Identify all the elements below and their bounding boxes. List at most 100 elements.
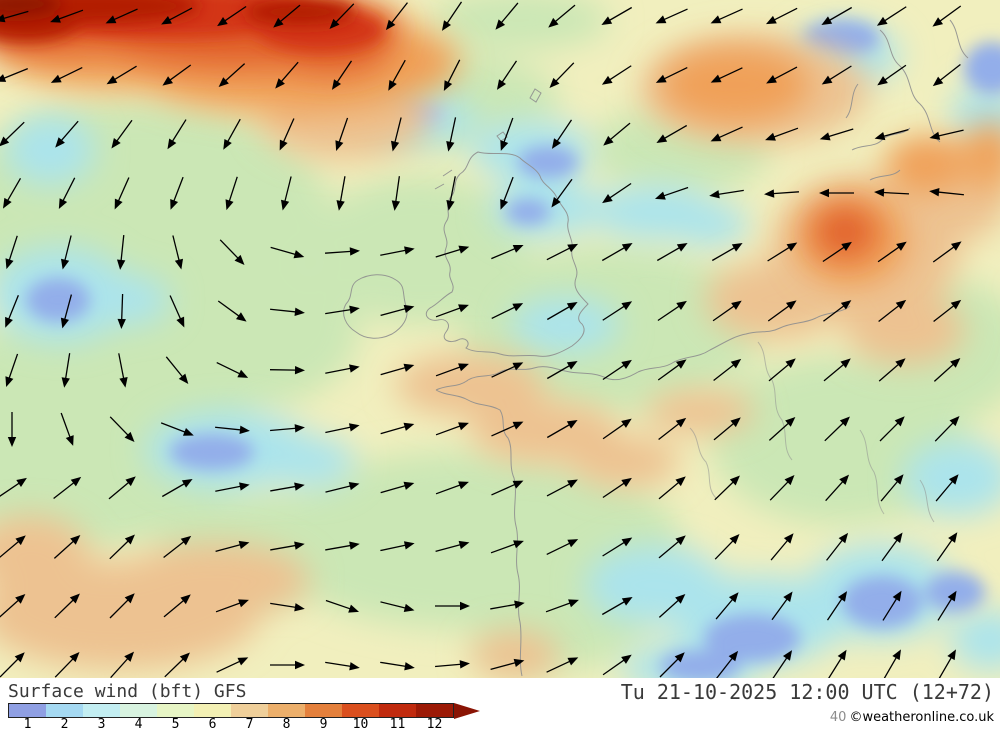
wind-arrow (5, 294, 19, 328)
wind-arrow (500, 176, 514, 210)
wind-arrow (656, 124, 688, 143)
wind-arrow (490, 658, 525, 671)
map-datetime: Tu 21-10-2025 12:00 UTC (12+72) (620, 680, 994, 704)
wind-arrow (602, 418, 632, 440)
wind-arrow (821, 65, 852, 85)
wind-arrow (826, 591, 848, 621)
wind-arrow (491, 303, 524, 320)
wind-arrow (223, 118, 241, 150)
wind-arrow (602, 182, 632, 204)
wind-arrow (879, 416, 905, 442)
wind-arrow (713, 417, 741, 441)
wind-arrow (546, 479, 578, 497)
wind-arrow (826, 532, 849, 561)
legend-tick-6: 6 (208, 717, 217, 732)
wind-arrow (435, 601, 470, 611)
wind-arrow (771, 591, 793, 621)
wind-arrow (280, 176, 292, 211)
wind-arrow (161, 479, 193, 498)
wind-arrow (164, 652, 190, 678)
wind-arrow (602, 301, 633, 321)
wind-arrow (713, 358, 742, 381)
wind-arrow (819, 188, 854, 198)
footer-bar: Surface wind (bft) GFS Tu 21-10-2025 12:… (0, 678, 1000, 733)
wind-arrow (825, 474, 850, 502)
wind-arrow (714, 534, 740, 560)
wind-arrow (0, 652, 25, 678)
legend-segment-1 (9, 704, 46, 717)
legend-tick-12: 12 (426, 717, 443, 732)
wind-arrow (53, 476, 82, 499)
wind-arrow (391, 176, 401, 211)
wind-arrow (60, 294, 73, 329)
wind-arrow (935, 474, 959, 502)
wind-arrow (170, 176, 184, 210)
wind-arrow (329, 3, 355, 29)
wind-arrow (60, 412, 74, 446)
wind-arrow (500, 117, 514, 151)
wind-arrow (270, 660, 305, 670)
wind-arrow (435, 422, 469, 436)
legend-segment-8 (268, 704, 305, 717)
wind-arrow (602, 477, 632, 499)
wind-arrow (929, 187, 964, 197)
wind-arrow (380, 481, 415, 494)
wind-arrow (937, 649, 956, 678)
wind-arrow (380, 541, 415, 552)
legend-labels: 1 2 3 4 5 6 7 8 9 10 11 12 (9, 718, 453, 732)
wind-arrow (111, 119, 133, 149)
wind-arrow (380, 601, 415, 613)
wind-arrow (275, 61, 299, 89)
wind-arrow (490, 540, 524, 554)
wind-arrow (877, 241, 907, 263)
wind-arrow (219, 239, 245, 265)
wind-arrow (658, 476, 686, 500)
wind-arrow (388, 59, 406, 91)
wind-arrow (768, 358, 796, 382)
wind-arrow (929, 129, 964, 140)
wind-arrow (54, 652, 80, 678)
wind-arrow (769, 475, 795, 501)
legend-segment-6 (194, 704, 231, 717)
legend-segment-9 (305, 704, 342, 717)
wind-arrow (658, 535, 686, 559)
legend-tick-5: 5 (171, 717, 180, 732)
wind-arrow (932, 64, 961, 87)
wind-arrow (218, 63, 246, 88)
wind-arrow (108, 476, 136, 500)
wind-arrow (548, 4, 576, 28)
wind-arrow (878, 358, 906, 382)
wind-arrow (216, 361, 249, 378)
wind-arrow (824, 416, 850, 442)
wind-arrow (937, 590, 957, 621)
wind-arrow (117, 293, 126, 329)
wind-arrow (0, 121, 25, 147)
legend-tick-4: 4 (134, 717, 143, 732)
wind-arrow (657, 300, 687, 322)
wind-arrow (435, 660, 470, 669)
wind-arrow (160, 422, 194, 436)
wind-arrow (0, 535, 26, 559)
wind-arrow (821, 6, 853, 25)
wind-arrow (546, 243, 579, 261)
wind-arrow (496, 60, 518, 90)
wind-arrow (335, 117, 349, 152)
wind-arrow (716, 650, 739, 678)
wind-arrow (932, 241, 962, 263)
wind-arrow (546, 539, 579, 556)
wind-arrow (601, 597, 633, 616)
legend-segment-5 (157, 704, 194, 717)
wind-arrow (490, 600, 525, 610)
wind-arrow (50, 66, 83, 83)
wind-arrow (770, 533, 794, 561)
wind-arrow (435, 304, 469, 318)
copyright: 40 ©weatheronline.co.uk (830, 710, 994, 725)
wind-arrow (435, 481, 469, 495)
wind-arrow (712, 300, 742, 322)
wind-arrow (270, 307, 305, 317)
wind-arrow (169, 295, 185, 328)
wind-arrow (225, 176, 238, 211)
wind-arrow (491, 362, 524, 378)
wind-arrow (61, 353, 71, 388)
wind-arrow (380, 304, 415, 317)
